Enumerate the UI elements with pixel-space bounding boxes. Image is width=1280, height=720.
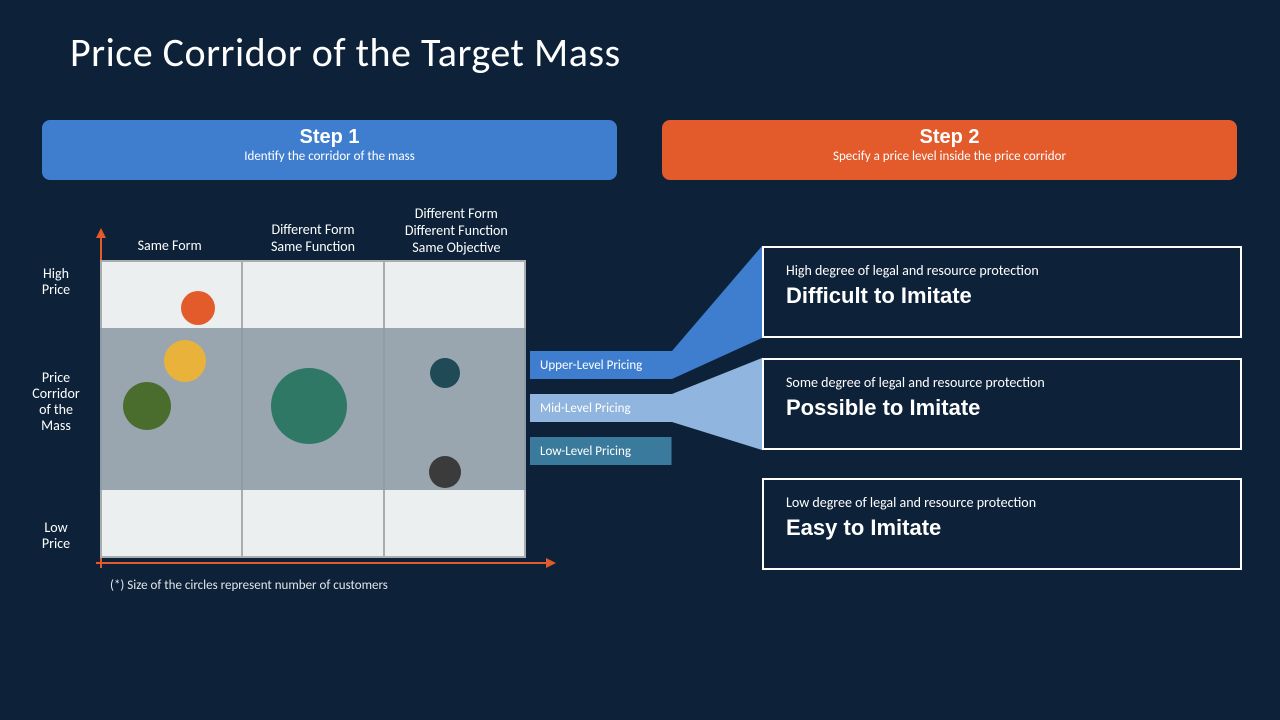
y-label-mid: PriceCorridorof theMass [20, 370, 92, 434]
circles-layer [100, 260, 526, 558]
page-title: Price Corridor of the Target Mass [70, 28, 621, 77]
info-box-mid: Some degree of legal and resource protec… [762, 358, 1242, 450]
chart-note: (*) Size of the circles represent number… [110, 578, 388, 593]
connector-low [672, 437, 762, 570]
x-axis-arrow [96, 556, 556, 570]
step1-desc: Identify the corridor of the mass [42, 149, 617, 164]
pricing-mid-label: Mid-Level Pricing [530, 394, 672, 422]
bubble-3 [123, 382, 171, 430]
y-label-low: LowPrice [20, 520, 92, 552]
connector-upper [672, 246, 762, 379]
y-label-high: HighPrice [20, 266, 92, 298]
step2-number: Step 2 [662, 126, 1237, 149]
col-header-2: Different FormSame Function [241, 206, 384, 256]
bubble-1 [181, 291, 215, 325]
info-upper-big: Difficult to Imitate [786, 283, 1218, 309]
info-box-upper: High degree of legal and resource protec… [762, 246, 1242, 338]
pricing-upper-label: Upper-Level Pricing [530, 351, 672, 379]
bubble-5 [430, 358, 460, 388]
info-mid-big: Possible to Imitate [786, 395, 1218, 421]
step2-desc: Specify a price level inside the price c… [662, 149, 1237, 164]
bubble-2 [164, 340, 206, 382]
bubble-6 [429, 456, 461, 488]
bubble-4 [271, 368, 347, 444]
info-mid-small: Some degree of legal and resource protec… [786, 374, 1218, 391]
info-low-small: Low degree of legal and resource protect… [786, 494, 1218, 511]
col-header-1: Same Form [98, 206, 241, 256]
step1-number: Step 1 [42, 126, 617, 149]
info-box-low: Low degree of legal and resource protect… [762, 478, 1242, 570]
step1-header: Step 1 Identify the corridor of the mass [42, 120, 617, 180]
step2-header: Step 2 Specify a price level inside the … [662, 120, 1237, 180]
connector-mid [672, 358, 762, 450]
chart-area: HighPrice PriceCorridorof theMass LowPri… [20, 230, 660, 630]
column-headers: Same Form Different FormSame Function Di… [98, 206, 528, 256]
info-low-big: Easy to Imitate [786, 515, 1218, 541]
pricing-low-label: Low-Level Pricing [530, 437, 672, 465]
col-header-3: Different FormDifferent FunctionSame Obj… [385, 206, 528, 256]
info-upper-small: High degree of legal and resource protec… [786, 262, 1218, 279]
